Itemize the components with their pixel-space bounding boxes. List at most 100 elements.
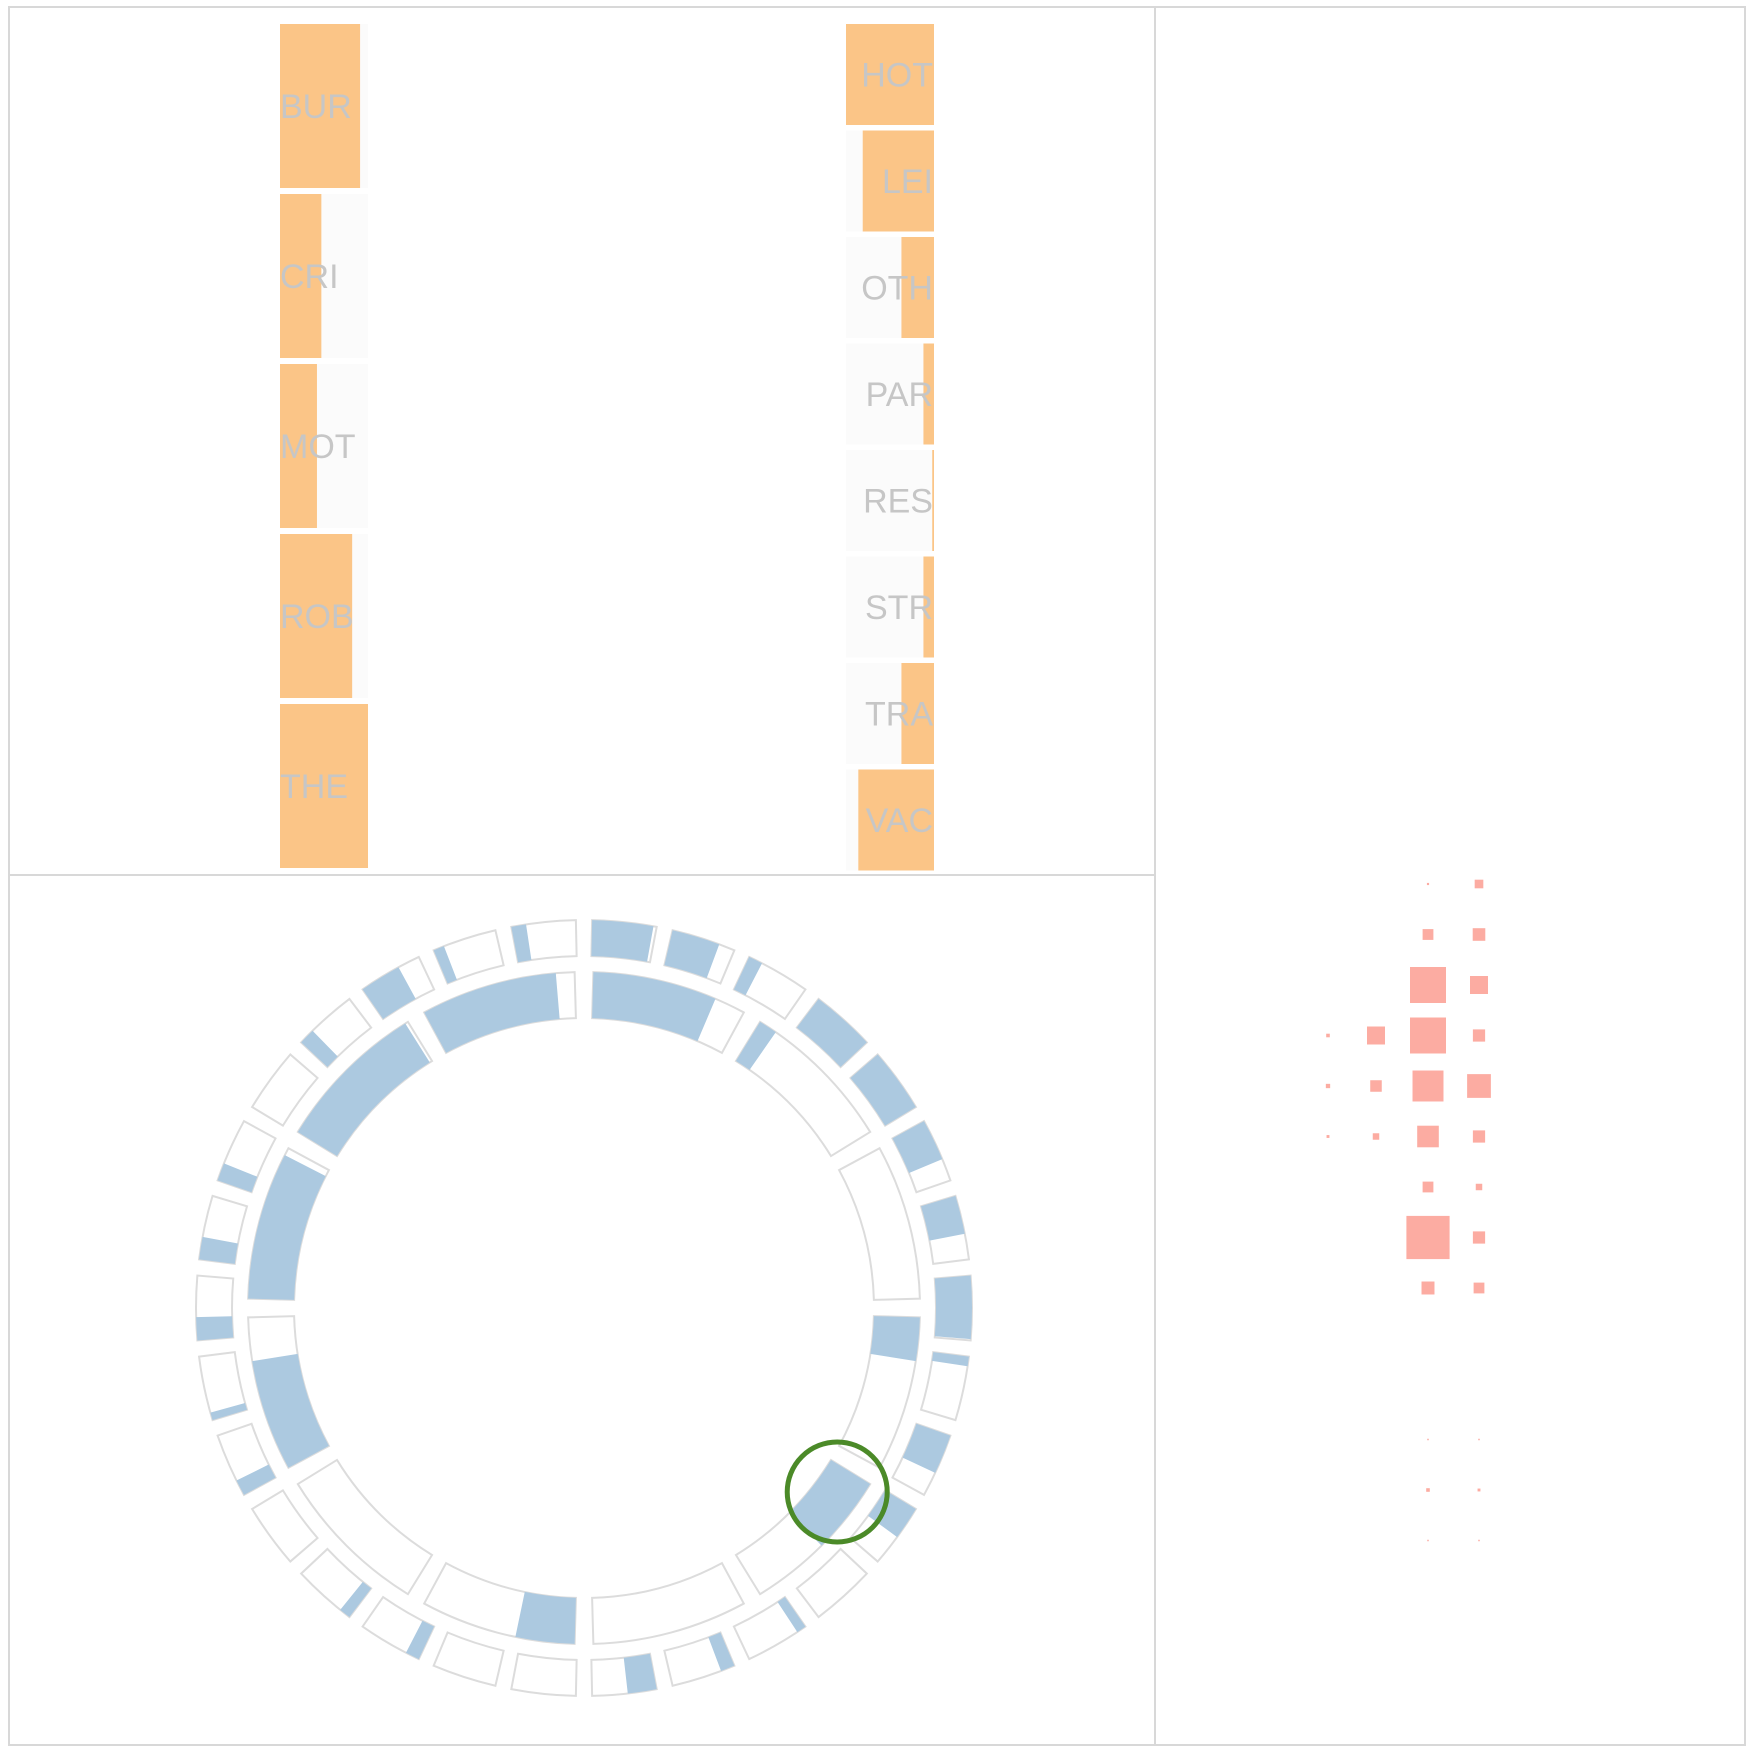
- heatmap-cell-r12-c2: [1426, 1488, 1430, 1492]
- outer-ring-bar-27: [362, 967, 416, 1019]
- bar-label-oth: OTH: [861, 270, 933, 308]
- bar-label-par: PAR: [866, 376, 933, 414]
- inner-ring-bar-4: [789, 1459, 871, 1546]
- heatmap-cell-r1-c3: [1472, 928, 1486, 941]
- inner-ring-segment-7: [296, 1458, 434, 1596]
- bar-label-hot: HOT: [861, 57, 933, 95]
- bar-background-par: [846, 343, 934, 445]
- heatmap-cell-r3-c2: [1410, 1017, 1446, 1054]
- radial-chart-panel: [8, 874, 1156, 1746]
- heatmap-cell-r2-c3: [1470, 976, 1488, 994]
- inner-ring-bar-3: [870, 1316, 920, 1362]
- outer-ring-bar-2: [733, 956, 763, 996]
- outer-ring-segment-29: [510, 919, 578, 964]
- outer-ring-segment-16: [432, 1631, 505, 1687]
- inner-ring-segment-3: [837, 1315, 921, 1470]
- outer-ring-segment-2: [732, 955, 807, 1021]
- outer-ring-bar-29: [511, 924, 532, 963]
- heatmap-cell-r3-c1: [1367, 1026, 1385, 1045]
- inner-ring-bar-11: [424, 973, 560, 1053]
- outer-ring-bar-1: [664, 930, 720, 979]
- heatmap-cell-r5-c0: [1326, 1135, 1330, 1138]
- outer-ring-bar-24: [217, 1163, 258, 1193]
- heatmap-cell-r13-c3: [1478, 1539, 1480, 1542]
- outer-ring-segment-11: [795, 1547, 869, 1619]
- radial-bar-chart: [195, 919, 973, 1697]
- outer-ring-bar-14: [623, 1653, 657, 1694]
- bar-hot: [846, 24, 934, 125]
- outer-ring-bar-8: [932, 1352, 969, 1367]
- outer-ring-bar-7: [934, 1275, 973, 1340]
- heatmap-cell-r1-c2: [1422, 929, 1434, 940]
- outer-ring-segment-13: [663, 1631, 736, 1687]
- bar-oth: [901, 237, 934, 338]
- outer-ring-segment-25: [250, 1053, 319, 1128]
- outer-ring-segment-17: [361, 1595, 436, 1661]
- outer-ring-bar-5: [892, 1121, 943, 1173]
- heatmap-cell-r5-c1: [1372, 1133, 1380, 1140]
- bar-label-str: STR: [865, 589, 933, 627]
- bar-cri: [280, 194, 322, 358]
- outer-ring-bar-26: [301, 1030, 338, 1068]
- bar-bur: [280, 24, 361, 188]
- outer-ring-bar-6: [920, 1195, 965, 1241]
- outer-ring-bar-9: [902, 1423, 951, 1473]
- outer-ring-segment-24: [216, 1119, 277, 1194]
- outer-ring-bar-28: [433, 946, 457, 984]
- bar-label-mot: MOT: [280, 428, 356, 466]
- outer-ring-bar-13: [708, 1632, 735, 1671]
- inner-ring-bar-0: [592, 972, 716, 1042]
- outer-ring-segment-19: [250, 1488, 319, 1563]
- inner-ring-bar-1: [735, 1021, 776, 1070]
- heatmap-cell-r0-c2: [1426, 882, 1430, 886]
- bar-the: [280, 704, 368, 868]
- bar-mot: [280, 364, 317, 528]
- heatmap-cell-r8-c2: [1421, 1281, 1435, 1295]
- outer-ring-segment-28: [432, 929, 505, 985]
- bar-tra: [901, 663, 934, 764]
- outer-ring-segment-8: [919, 1350, 971, 1422]
- heatmap-cell-r0-c3: [1474, 879, 1484, 889]
- outer-ring-bar-0: [591, 920, 654, 962]
- heatmap-cell-r4-c2: [1412, 1070, 1444, 1102]
- heatmap-cell-r12-c3: [1477, 1488, 1481, 1492]
- heatmap-cell-r2-c2: [1410, 967, 1446, 1003]
- outer-ring-bar-4: [850, 1054, 916, 1126]
- outer-ring-segment-15: [510, 1652, 578, 1697]
- bar-label-vac: VAC: [866, 802, 933, 840]
- inner-ring-bar-8: [252, 1353, 329, 1468]
- inner-ring-segment-2: [837, 1146, 921, 1301]
- bar-str: [923, 556, 934, 658]
- bar-label-cri: CRI: [280, 258, 339, 296]
- bar-res: [932, 450, 934, 551]
- outer-ring-bar-10: [868, 1490, 916, 1538]
- bar-label-tra: TRA: [865, 696, 933, 734]
- bar-rob: [280, 534, 353, 698]
- square-heatmap: [1325, 879, 1491, 1542]
- heatmap-cell-r4-c0: [1325, 1083, 1331, 1089]
- heatmap-cell-r11-c2: [1427, 1438, 1429, 1441]
- square-heatmap-panel: [1154, 6, 1746, 1746]
- heatmap-cell-r3-c3: [1472, 1029, 1486, 1042]
- outer-ring-bar-17: [405, 1620, 435, 1660]
- heatmap-cell-r5-c2: [1417, 1125, 1439, 1148]
- heatmap-cell-r8-c3: [1473, 1282, 1485, 1294]
- inner-ring-bar-9: [248, 1155, 326, 1300]
- outer-ring-bar-3: [796, 998, 867, 1068]
- bar-vac: [858, 769, 934, 871]
- heatmap-cell-r7-c3: [1472, 1231, 1486, 1244]
- inner-ring-bar-10: [297, 1023, 430, 1157]
- bar-background-res: [846, 450, 934, 551]
- outer-ring-segment-26: [299, 997, 373, 1069]
- outer-ring-bar-22: [196, 1316, 234, 1341]
- heatmap-cell-r4-c1: [1370, 1080, 1382, 1092]
- heatmap-cell-r13-c2: [1427, 1539, 1429, 1542]
- heatmap-cell-r4-c3: [1467, 1074, 1491, 1098]
- heatmap-cell-r6-c2: [1422, 1181, 1434, 1193]
- heatmap-cell-r11-c3: [1478, 1438, 1480, 1441]
- outer-ring-bar-20: [236, 1464, 276, 1495]
- bar-charts: BUR CRI MOT ROB THE HOT LEI OTH PAR RES STR TRA VAC: [280, 24, 934, 871]
- bar-background-str: [846, 556, 934, 658]
- outer-ring-bar-23: [199, 1236, 238, 1264]
